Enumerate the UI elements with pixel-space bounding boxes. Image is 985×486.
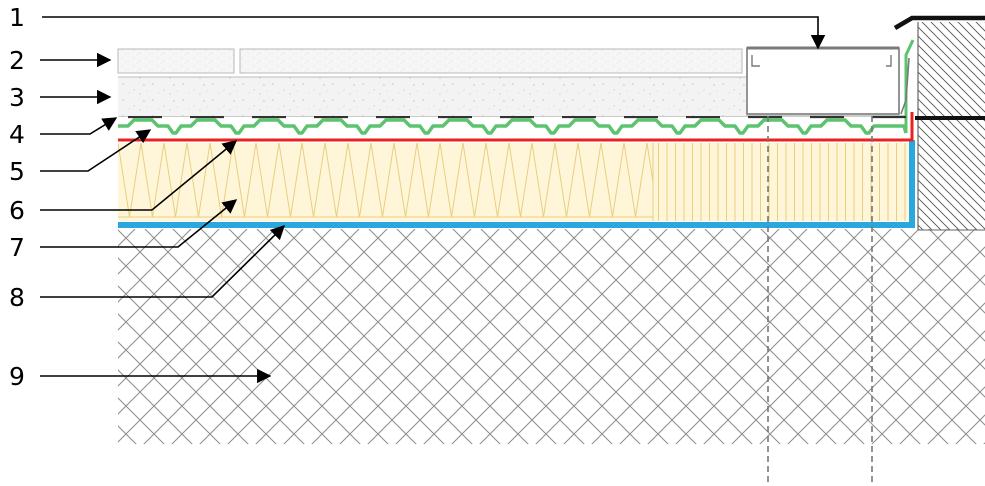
leader-4 [40, 117, 118, 135]
leader-1 [42, 16, 826, 50]
drain-dashed-lines [767, 116, 873, 486]
adjacent-wall [893, 15, 985, 231]
leader-7 [40, 199, 238, 248]
callout-2: 2 [9, 46, 25, 75]
callout-9: 9 [9, 362, 25, 391]
leader-5 [40, 129, 152, 172]
callout-8: 8 [9, 283, 25, 312]
vapour-barrier-layer [118, 112, 914, 142]
callout-3: 3 [9, 83, 25, 112]
insulation-layer [118, 143, 908, 221]
callout-6: 6 [9, 196, 25, 225]
dimpled-panel-layer [118, 39, 915, 135]
substrate-layer [118, 229, 985, 486]
callout-4: 4 [9, 120, 25, 149]
callout-7: 7 [9, 233, 25, 262]
waterproof-layer [118, 140, 915, 228]
screed-layer [118, 76, 746, 116]
callout-5: 5 [9, 157, 25, 186]
leader-6 [40, 140, 238, 211]
floor-finish-layer [117, 48, 743, 74]
leader-8 [40, 224, 286, 298]
callout-numbers: 1 2 3 4 5 6 7 8 9 [9, 3, 25, 391]
edge-profile-channel [746, 46, 910, 115]
separation-layer [118, 115, 906, 119]
leader-lines [40, 16, 826, 384]
callout-1: 1 [9, 3, 25, 32]
